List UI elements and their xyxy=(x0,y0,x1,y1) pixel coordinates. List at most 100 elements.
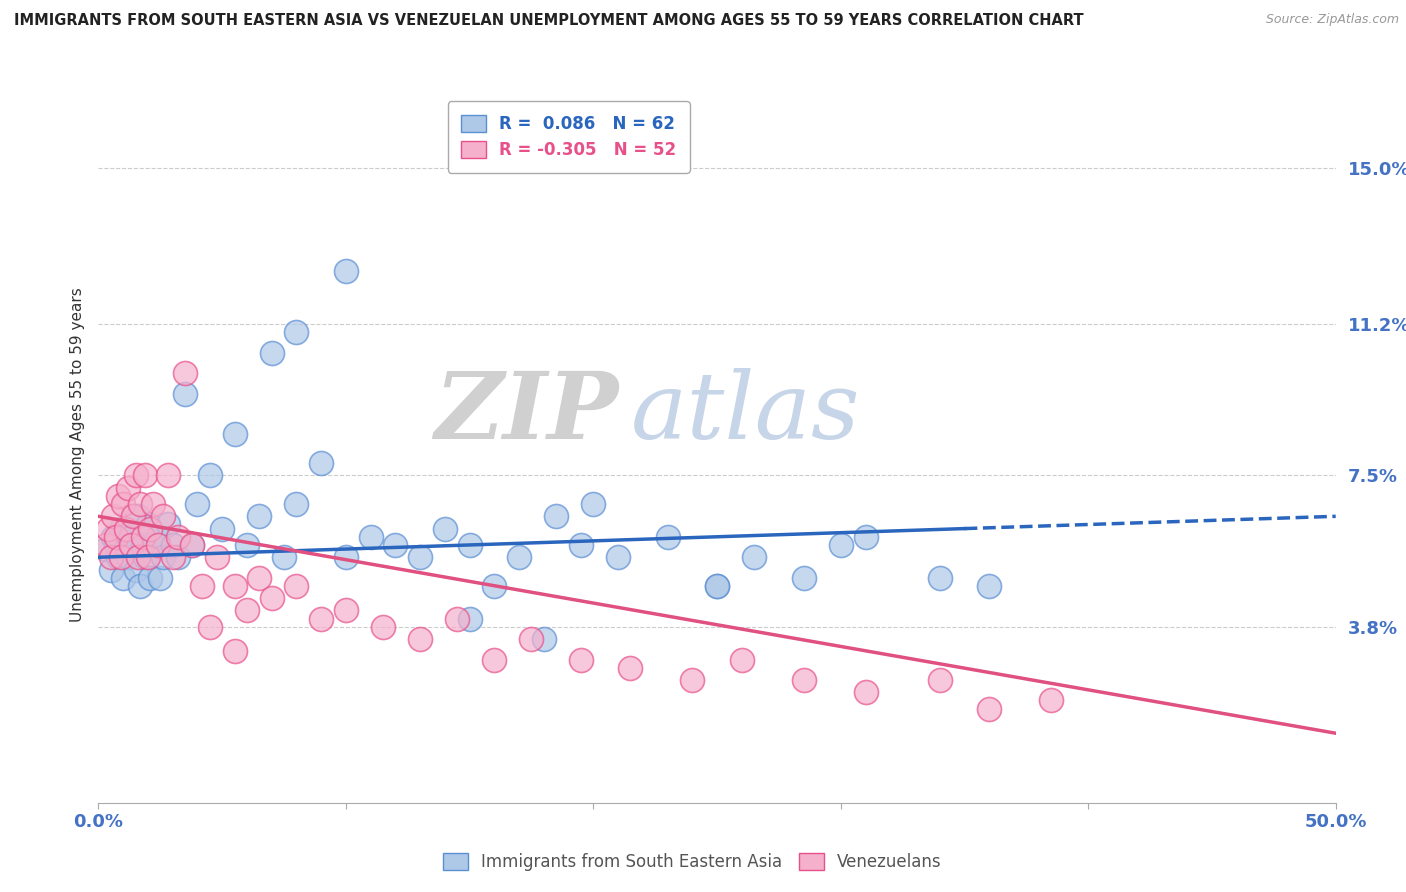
Point xyxy=(104,530,127,544)
Point xyxy=(224,579,246,593)
Point xyxy=(260,345,283,359)
Point xyxy=(520,632,543,646)
Point xyxy=(979,579,1001,593)
Point xyxy=(335,264,357,278)
Point xyxy=(247,509,270,524)
Point xyxy=(142,538,165,552)
Point xyxy=(309,456,332,470)
Point xyxy=(371,620,394,634)
Point xyxy=(191,579,214,593)
Point xyxy=(127,550,149,565)
Point xyxy=(94,542,117,557)
Point xyxy=(100,550,122,565)
Point xyxy=(855,685,877,699)
Text: atlas: atlas xyxy=(630,368,860,458)
Point xyxy=(384,538,406,552)
Point xyxy=(120,538,142,552)
Point xyxy=(124,468,146,483)
Point xyxy=(117,550,139,565)
Point xyxy=(110,550,132,565)
Point xyxy=(166,530,188,544)
Point xyxy=(211,522,233,536)
Point xyxy=(260,591,283,606)
Point xyxy=(134,468,156,483)
Point xyxy=(122,538,145,552)
Point xyxy=(146,538,169,552)
Point xyxy=(731,652,754,666)
Point xyxy=(533,632,555,646)
Point xyxy=(129,579,152,593)
Text: ZIP: ZIP xyxy=(434,368,619,458)
Point xyxy=(134,550,156,565)
Point xyxy=(149,571,172,585)
Point xyxy=(793,673,815,687)
Point xyxy=(607,550,630,565)
Point xyxy=(309,612,332,626)
Point xyxy=(162,550,184,565)
Point xyxy=(569,652,592,666)
Point xyxy=(156,517,179,532)
Point xyxy=(335,550,357,565)
Point xyxy=(166,550,188,565)
Point xyxy=(146,530,169,544)
Point xyxy=(152,509,174,524)
Point xyxy=(409,550,432,565)
Point xyxy=(409,632,432,646)
Point xyxy=(582,497,605,511)
Point xyxy=(205,550,228,565)
Point xyxy=(136,550,159,565)
Point xyxy=(94,538,117,552)
Point xyxy=(224,644,246,658)
Point xyxy=(152,550,174,565)
Point xyxy=(112,497,135,511)
Point xyxy=(139,571,162,585)
Point xyxy=(103,509,125,524)
Point xyxy=(100,562,122,576)
Point xyxy=(104,538,127,552)
Point xyxy=(112,571,135,585)
Point xyxy=(107,489,129,503)
Point xyxy=(162,538,184,552)
Point xyxy=(458,612,481,626)
Point xyxy=(198,620,221,634)
Point xyxy=(136,517,159,532)
Text: IMMIGRANTS FROM SOUTH EASTERN ASIA VS VENEZUELAN UNEMPLOYMENT AMONG AGES 55 TO 5: IMMIGRANTS FROM SOUTH EASTERN ASIA VS VE… xyxy=(14,13,1084,29)
Point xyxy=(122,509,145,524)
Point xyxy=(546,509,568,524)
Point xyxy=(706,579,728,593)
Point xyxy=(1040,693,1063,707)
Point xyxy=(186,497,208,511)
Point xyxy=(181,538,204,552)
Point xyxy=(132,530,155,544)
Point xyxy=(793,571,815,585)
Point xyxy=(979,701,1001,715)
Point xyxy=(117,481,139,495)
Text: Source: ZipAtlas.com: Source: ZipAtlas.com xyxy=(1265,13,1399,27)
Point xyxy=(97,522,120,536)
Point xyxy=(433,522,456,536)
Point xyxy=(569,538,592,552)
Legend: Immigrants from South Eastern Asia, Venezuelans: Immigrants from South Eastern Asia, Vene… xyxy=(436,847,949,878)
Point xyxy=(198,468,221,483)
Point xyxy=(360,530,382,544)
Point xyxy=(830,538,852,552)
Point xyxy=(706,579,728,593)
Point xyxy=(139,522,162,536)
Point xyxy=(127,509,149,524)
Point xyxy=(142,497,165,511)
Point xyxy=(681,673,703,687)
Point xyxy=(855,530,877,544)
Point xyxy=(114,522,136,536)
Point xyxy=(273,550,295,565)
Point xyxy=(174,386,197,401)
Point xyxy=(224,427,246,442)
Point xyxy=(742,550,765,565)
Point xyxy=(928,673,950,687)
Point xyxy=(174,366,197,380)
Point xyxy=(484,579,506,593)
Point xyxy=(124,562,146,576)
Point xyxy=(458,538,481,552)
Point xyxy=(928,571,950,585)
Point xyxy=(156,468,179,483)
Point xyxy=(110,522,132,536)
